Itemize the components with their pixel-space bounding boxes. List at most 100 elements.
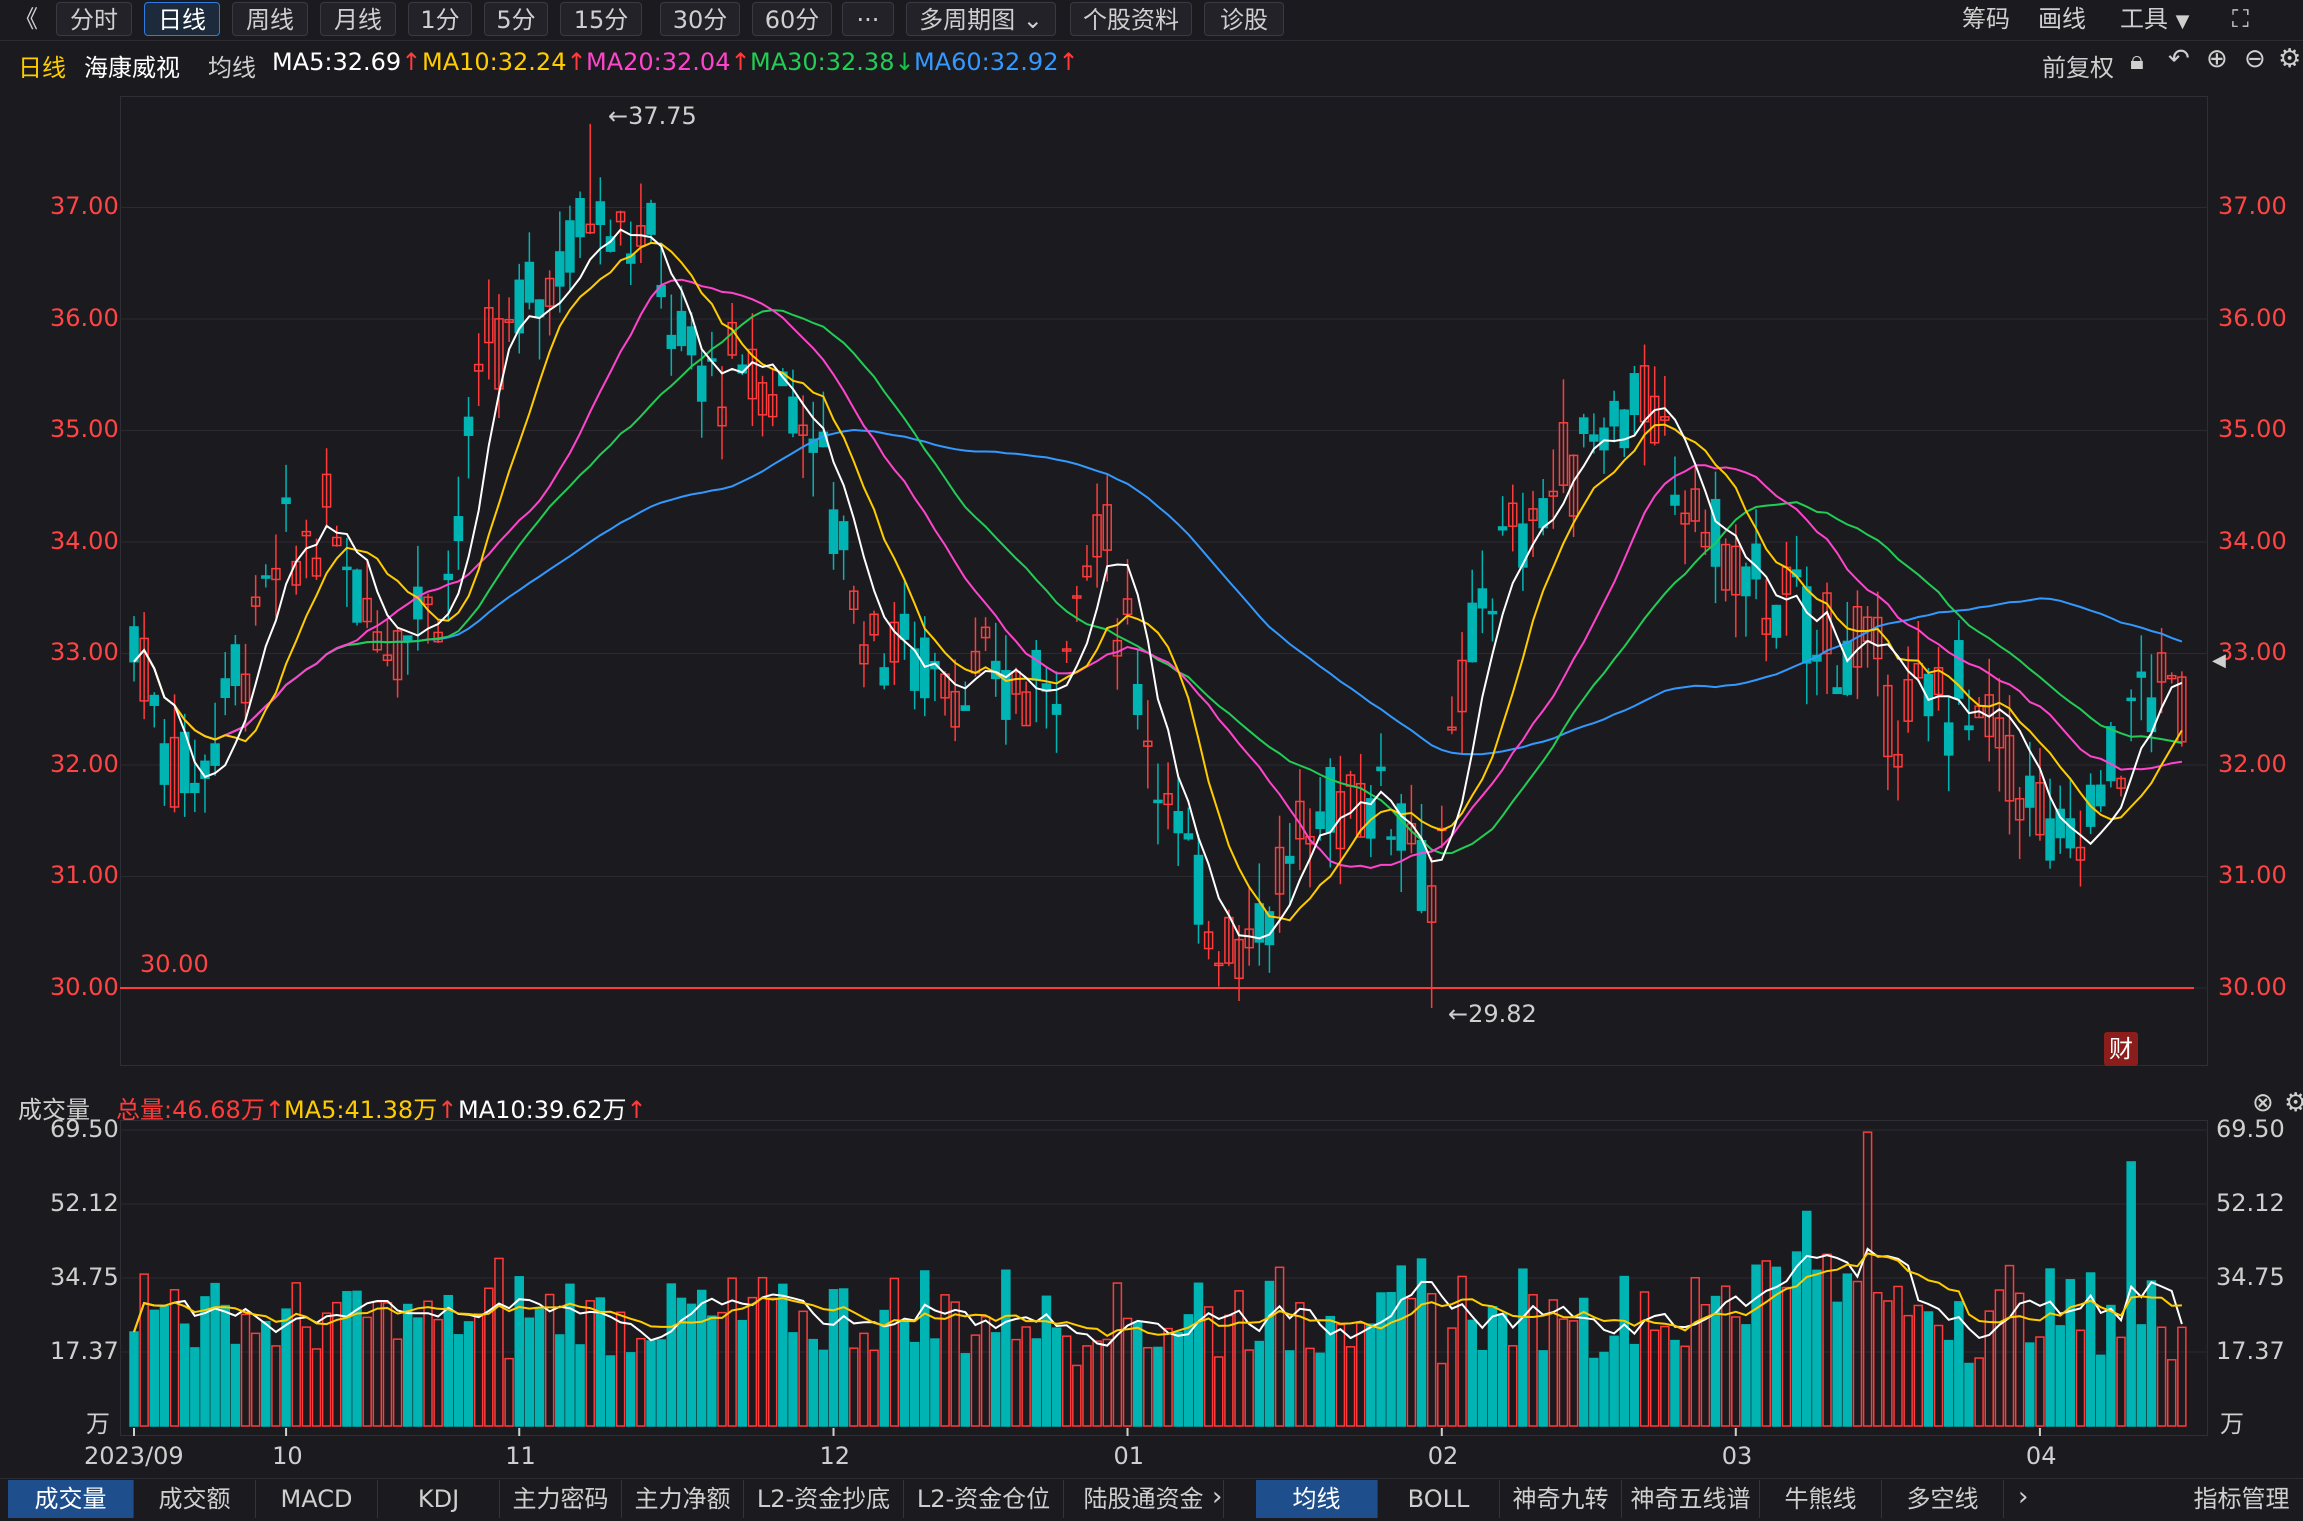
- volume-bar: [889, 1277, 900, 1427]
- period-tab-6[interactable]: 5分: [484, 2, 548, 36]
- candle-body: [595, 201, 606, 226]
- diagnose-button[interactable]: 诊股: [1204, 2, 1284, 36]
- price-chart-svg[interactable]: [120, 96, 2208, 1066]
- candle-body: [1690, 488, 1700, 522]
- fullscreen-icon[interactable]: ⛶: [2232, 5, 2249, 33]
- candle-body: [1072, 595, 1082, 599]
- period-tab-8[interactable]: 30分: [660, 2, 740, 36]
- indicator-tab-7[interactable]: L2-资金抄底: [744, 1480, 904, 1518]
- more-periods-button[interactable]: ···: [842, 2, 894, 36]
- candle-body: [2025, 775, 2035, 808]
- tools-button[interactable]: 工具 ▼: [2120, 2, 2189, 36]
- candle-body: [747, 348, 758, 400]
- overlay-tab-3[interactable]: 神奇九转: [1500, 1480, 1622, 1518]
- close-panel-icon[interactable]: ⊗: [2252, 1088, 2274, 1118]
- volume-bar: [1731, 1316, 1741, 1427]
- volume-bar: [2136, 1324, 2147, 1427]
- adjust-button[interactable]: 前复权: [2042, 54, 2114, 82]
- volume-bar: [1193, 1282, 1204, 1427]
- high-annotation: ←37.75: [608, 102, 697, 130]
- period-tab-9[interactable]: 60分: [752, 2, 832, 36]
- price-chart-panel[interactable]: [120, 96, 2208, 1066]
- indicator-tab-2[interactable]: 成交额: [134, 1480, 256, 1518]
- zoom-in-icon[interactable]: ⊕: [2206, 44, 2228, 74]
- volume-bar: [1264, 1280, 1275, 1427]
- volume-bar: [1457, 1275, 1467, 1427]
- chip-button[interactable]: 筹码: [1962, 5, 2010, 33]
- draw-line-button[interactable]: 画线: [2038, 5, 2086, 33]
- volume-bar: [1487, 1306, 1498, 1427]
- period-tab-5[interactable]: 1分: [408, 2, 472, 36]
- overlay-tab-5[interactable]: 牛熊线: [1760, 1480, 1882, 1518]
- indicator-tab-1[interactable]: 成交量: [8, 1480, 134, 1518]
- lock-icon[interactable]: 🔒︎: [2130, 46, 2144, 76]
- volume-bar: [2045, 1268, 2055, 1427]
- overlay-tab-4[interactable]: 神奇五线谱: [1622, 1480, 1760, 1518]
- volume-bar: [149, 1309, 160, 1427]
- volume-bar: [1274, 1266, 1285, 1427]
- period-tab-2[interactable]: 日线: [144, 2, 220, 36]
- volume-bar: [2085, 1272, 2096, 1427]
- volume-bar: [1832, 1301, 1842, 1427]
- period-tab-3[interactable]: 周线: [232, 2, 308, 36]
- price-tick-r-2: 36.00: [2218, 303, 2287, 332]
- price-tick-l-2: 36.00: [50, 303, 119, 332]
- indicator-manage-button[interactable]: 指标管理: [2193, 1485, 2290, 1513]
- volume-bar: [747, 1296, 758, 1427]
- candle-body: [1660, 416, 1670, 421]
- period-tab-1[interactable]: 分时: [56, 2, 132, 36]
- candle-body: [1619, 409, 1630, 449]
- finance-badge[interactable]: 财: [2104, 1032, 2138, 1066]
- overlay-tab-6[interactable]: 多空线: [1882, 1480, 2004, 1518]
- indicator-tab-5[interactable]: 主力密码: [500, 1480, 622, 1518]
- zoom-out-icon[interactable]: ⊖: [2244, 44, 2266, 74]
- candle-body: [311, 557, 322, 577]
- volume-bar: [1345, 1346, 1356, 1427]
- volume-bar: [1964, 1362, 1974, 1427]
- volume-bar: [595, 1297, 606, 1427]
- multi-period-button[interactable]: 多周期图 ⌄: [906, 2, 1056, 36]
- avg-label[interactable]: 均线: [208, 54, 256, 82]
- volume-bar: [1619, 1275, 1630, 1427]
- candle-body: [1802, 586, 1812, 664]
- volume-chart-svg[interactable]: [120, 1120, 2208, 1436]
- volume-tick-l-2: 52.12: [50, 1189, 119, 1218]
- panel-settings-icon[interactable]: ⚙: [2284, 1088, 2303, 1118]
- overlay-tab-2[interactable]: BOLL: [1378, 1480, 1500, 1518]
- indicator-tab-3[interactable]: MACD: [256, 1480, 378, 1518]
- indicator-tab-4[interactable]: KDJ: [378, 1480, 500, 1518]
- indicator-tab-6[interactable]: 主力净额: [622, 1480, 744, 1518]
- volume-bar: [413, 1317, 423, 1427]
- volume-bar: [717, 1311, 727, 1427]
- volume-bar: [1396, 1265, 1406, 1427]
- price-tick-r-1: 37.00: [2218, 192, 2287, 221]
- candle-body: [534, 299, 545, 318]
- period-tab-7[interactable]: 15分: [560, 2, 642, 36]
- volume-bar: [767, 1297, 778, 1427]
- volume-bar: [615, 1311, 626, 1427]
- candle-body: [899, 613, 910, 640]
- overlay-tab-1[interactable]: 均线: [1256, 1480, 1378, 1518]
- volume-bar: [980, 1316, 991, 1427]
- volume-bar: [1812, 1269, 1822, 1427]
- volume-bar: [1700, 1304, 1711, 1427]
- back-icon[interactable]: 《: [14, 5, 38, 33]
- undo-icon[interactable]: ↶: [2168, 44, 2190, 74]
- candle-body: [220, 678, 230, 699]
- volume-bar: [2177, 1326, 2187, 1427]
- profile-button[interactable]: 个股资料: [1070, 2, 1192, 36]
- tabs-next-icon[interactable]: ›: [1212, 1482, 1223, 1512]
- settings-icon[interactable]: ⚙: [2278, 44, 2302, 74]
- indicator-tab-8[interactable]: L2-资金仓位: [904, 1480, 1064, 1518]
- volume-bar: [250, 1332, 261, 1427]
- candle-body: [2065, 818, 2076, 849]
- period-tab-4[interactable]: 月线: [320, 2, 396, 36]
- volume-bar: [423, 1300, 433, 1427]
- candle-body: [1832, 687, 1842, 695]
- volume-bar: [950, 1301, 960, 1427]
- indicator-tab-9[interactable]: 陆股通资金: [1064, 1480, 1224, 1518]
- candle-body: [727, 321, 737, 356]
- volume-bar: [1001, 1269, 1011, 1427]
- volume-bar: [1974, 1357, 1984, 1427]
- tabs-next-right-icon[interactable]: ›: [2018, 1482, 2029, 1512]
